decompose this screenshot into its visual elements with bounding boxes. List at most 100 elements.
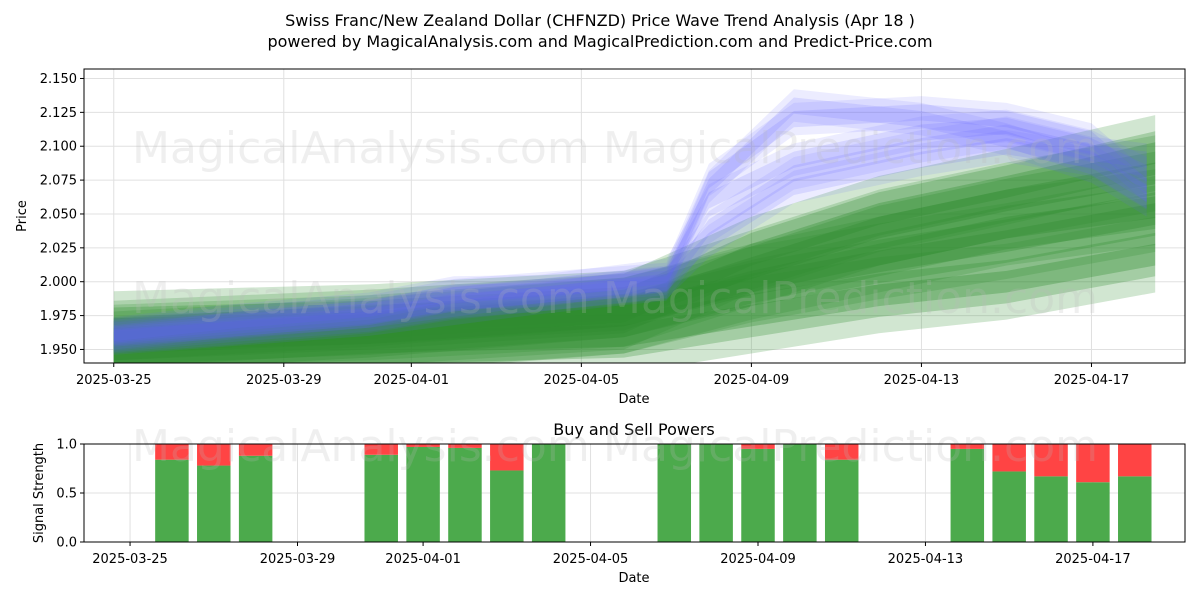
x-tick-label: 2025-03-29 (246, 373, 322, 388)
price-x-label: Date (618, 392, 649, 407)
sell-bar (824, 444, 859, 460)
buy-bar (531, 444, 566, 542)
wave-blue-3 (113, 124, 1147, 347)
x-tick-label: 2025-04-05 (553, 552, 629, 567)
sell-bar (155, 444, 189, 460)
buy-bar (992, 471, 1026, 542)
wave-green-2 (113, 192, 1156, 363)
wave-green-3 (113, 169, 1156, 363)
wave-blue-2 (113, 117, 1147, 342)
watermark: MagicalPrediction.com (603, 123, 1098, 174)
price-y-ticks: 1.950 1.975 2.000 2.025 2.050 2.075 2.100 2.125… (40, 72, 84, 358)
buy-bar (783, 444, 817, 542)
watermark: MagicalAnalysis.com (132, 421, 590, 472)
wave-blue-5 (113, 138, 1147, 346)
power-y-ticks: 0.0 0.5 1.0 (56, 438, 84, 551)
power-y-label: Signal Strength (32, 443, 47, 543)
power-chart-title: Buy and Sell Powers (553, 420, 715, 439)
power-x-ticks: 2025-03-25 2025-03-29 2025-04-01 2025-04-05… (92, 542, 1131, 567)
sell-bar (238, 444, 273, 456)
wave-green-5 (113, 131, 1156, 361)
y-tick-label: 2.100 (40, 140, 77, 155)
x-tick-label: 2025-04-01 (374, 373, 450, 388)
buy-bar (824, 459, 859, 542)
y-tick-label: 1.0 (56, 438, 77, 453)
x-tick-label: 2025-04-09 (714, 373, 790, 388)
buy-bar (238, 455, 273, 542)
buy-bar (950, 448, 985, 542)
buy-sell-power-plot: Buy and Sell Powers MagicalAnalysis.com … (32, 420, 1186, 586)
y-tick-label: 2.150 (40, 72, 77, 87)
wave-blue-1 (113, 89, 1147, 353)
sell-bar (448, 444, 482, 448)
x-tick-label: 2025-04-13 (888, 552, 964, 567)
buy-bar (1118, 476, 1152, 542)
figure-title-line1: Swiss Franc/New Zealand Dollar (CHFNZD) … (285, 11, 915, 30)
x-tick-label: 2025-03-25 (92, 552, 168, 567)
y-tick-label: 2.125 (40, 106, 77, 121)
sell-bar (1076, 444, 1110, 483)
power-bars (155, 444, 1152, 542)
figure-title-line2: powered by MagicalAnalysis.com and Magic… (267, 32, 932, 51)
watermark: MagicalPrediction.com (603, 273, 1098, 324)
wave-blue-1 (113, 97, 1147, 344)
buy-bar (657, 444, 692, 542)
watermark: MagicalAnalysis.com (132, 273, 590, 324)
y-tick-label: 2.050 (40, 207, 77, 222)
x-tick-label: 2025-04-17 (1055, 552, 1131, 567)
power-watermarks: MagicalAnalysis.com MagicalPrediction.co… (132, 421, 1098, 472)
x-tick-label: 2025-04-17 (1054, 373, 1130, 388)
buy-bar (741, 448, 775, 542)
price-x-ticks: 2025-03-25 2025-03-29 2025-04-01 2025-04-05… (76, 363, 1129, 388)
sell-bar (406, 444, 440, 447)
price-wave-plot: MagicalAnalysis.com MagicalPrediction.co… (15, 68, 1186, 407)
main-grid (84, 69, 1185, 363)
sell-bar (197, 444, 231, 466)
buy-bar (155, 459, 189, 542)
watermark: MagicalAnalysis.com (132, 123, 590, 174)
y-tick-label: 1.950 (40, 343, 77, 358)
y-tick-label: 1.975 (40, 309, 77, 324)
x-tick-label: 2025-04-13 (884, 373, 960, 388)
wave-blue-4 (113, 96, 1147, 351)
power-x-label: Date (618, 571, 649, 586)
wave-green-3 (113, 196, 1156, 361)
watermark: MagicalPrediction.com (603, 421, 1098, 472)
wave-green-4 (113, 243, 1156, 363)
wave-green-5 (113, 142, 1156, 350)
buy-bar (699, 444, 733, 542)
price-y-label: Price (15, 200, 30, 232)
sell-bar (364, 444, 398, 455)
y-tick-label: 2.025 (40, 241, 77, 256)
wave-green-1 (113, 151, 1156, 351)
x-tick-label: 2025-03-25 (76, 373, 152, 388)
wave-green-4 (113, 232, 1156, 363)
main-axes-frame (83, 68, 1186, 364)
y-tick-label: 0.0 (56, 536, 77, 551)
x-tick-label: 2025-04-09 (720, 552, 796, 567)
buy-bar (1034, 476, 1068, 542)
buy-bar (406, 446, 440, 542)
wave-blue-5 (113, 130, 1147, 354)
y-tick-label: 2.075 (40, 174, 77, 189)
y-tick-label: 2.000 (40, 275, 77, 290)
wave-green-3 (113, 185, 1156, 363)
buy-bar (490, 470, 524, 542)
sell-bar (1118, 444, 1152, 477)
wave-green-5 (113, 115, 1156, 363)
wave-blue-4 (113, 104, 1147, 343)
x-tick-label: 2025-03-29 (260, 552, 336, 567)
sell-bar (992, 444, 1026, 472)
wave-green-2 (113, 203, 1156, 354)
wave-green-4 (113, 216, 1156, 363)
buy-bar (1076, 482, 1110, 542)
wave-green-1 (113, 162, 1156, 340)
buy-bar (197, 465, 231, 542)
buy-bar (448, 447, 482, 542)
sell-bar (490, 444, 524, 471)
sell-bar (1034, 444, 1068, 477)
x-tick-label: 2025-04-05 (544, 373, 620, 388)
wave-green-1 (113, 135, 1156, 363)
sell-bar (741, 444, 775, 449)
